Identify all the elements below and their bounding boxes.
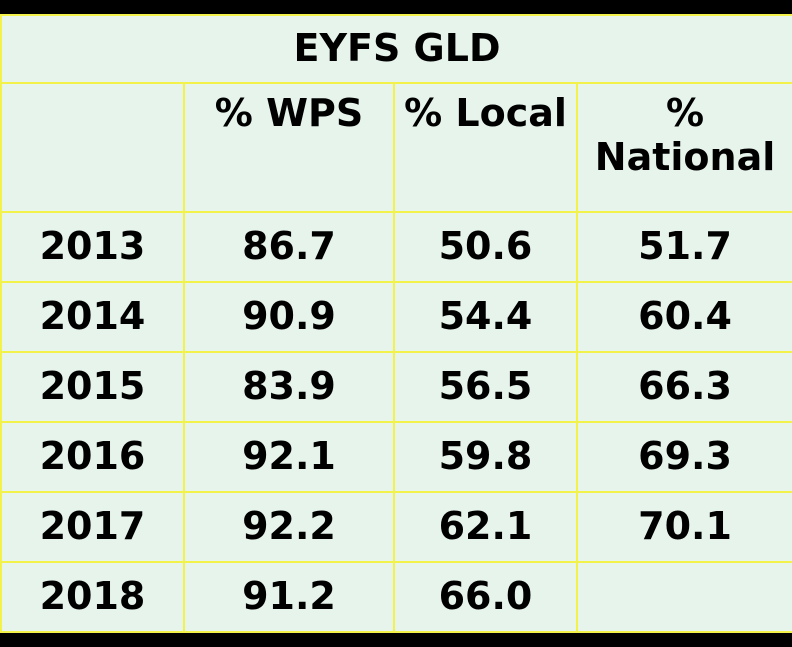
table-title: EYFS GLD bbox=[0, 14, 792, 84]
table-row: 2017 92.2 62.1 70.1 bbox=[0, 491, 792, 563]
local-value-cell: 54.4 bbox=[393, 281, 578, 353]
year-cell: 2017 bbox=[0, 491, 185, 563]
wps-value-cell: 92.2 bbox=[183, 491, 395, 563]
header-national: % National bbox=[575, 82, 792, 213]
wps-value-cell: 90.9 bbox=[183, 281, 395, 353]
eyfs-gld-table: EYFS GLD % WPS % Local % National 2013 8… bbox=[0, 14, 792, 633]
table-row: 2013 86.7 50.6 51.7 bbox=[0, 211, 792, 283]
national-value-cell bbox=[575, 561, 792, 633]
national-value-cell: 66.3 bbox=[575, 351, 792, 423]
wps-value-cell: 86.7 bbox=[183, 211, 395, 283]
wps-value-cell: 92.1 bbox=[183, 421, 395, 493]
local-value-cell: 62.1 bbox=[393, 491, 578, 563]
wps-value-cell: 83.9 bbox=[183, 351, 395, 423]
national-value-cell: 51.7 bbox=[575, 211, 792, 283]
local-value-cell: 50.6 bbox=[393, 211, 578, 283]
year-cell: 2018 bbox=[0, 561, 185, 633]
year-cell: 2013 bbox=[0, 211, 185, 283]
wps-value-cell: 91.2 bbox=[183, 561, 395, 633]
year-cell: 2014 bbox=[0, 281, 185, 353]
local-value-cell: 66.0 bbox=[393, 561, 578, 633]
year-cell: 2016 bbox=[0, 421, 185, 493]
header-year bbox=[0, 82, 185, 213]
year-cell: 2015 bbox=[0, 351, 185, 423]
table-title-row: EYFS GLD bbox=[0, 14, 792, 84]
table-row: 2016 92.1 59.8 69.3 bbox=[0, 421, 792, 493]
national-value-cell: 69.3 bbox=[575, 421, 792, 493]
table-row: 2015 83.9 56.5 66.3 bbox=[0, 351, 792, 423]
local-value-cell: 56.5 bbox=[393, 351, 578, 423]
header-local: % Local bbox=[393, 82, 578, 213]
table-header-row: % WPS % Local % National bbox=[0, 82, 792, 213]
table-row: 2014 90.9 54.4 60.4 bbox=[0, 281, 792, 353]
local-value-cell: 59.8 bbox=[393, 421, 578, 493]
national-value-cell: 60.4 bbox=[575, 281, 792, 353]
header-wps: % WPS bbox=[183, 82, 395, 213]
table-row: 2018 91.2 66.0 bbox=[0, 561, 792, 633]
national-value-cell: 70.1 bbox=[575, 491, 792, 563]
